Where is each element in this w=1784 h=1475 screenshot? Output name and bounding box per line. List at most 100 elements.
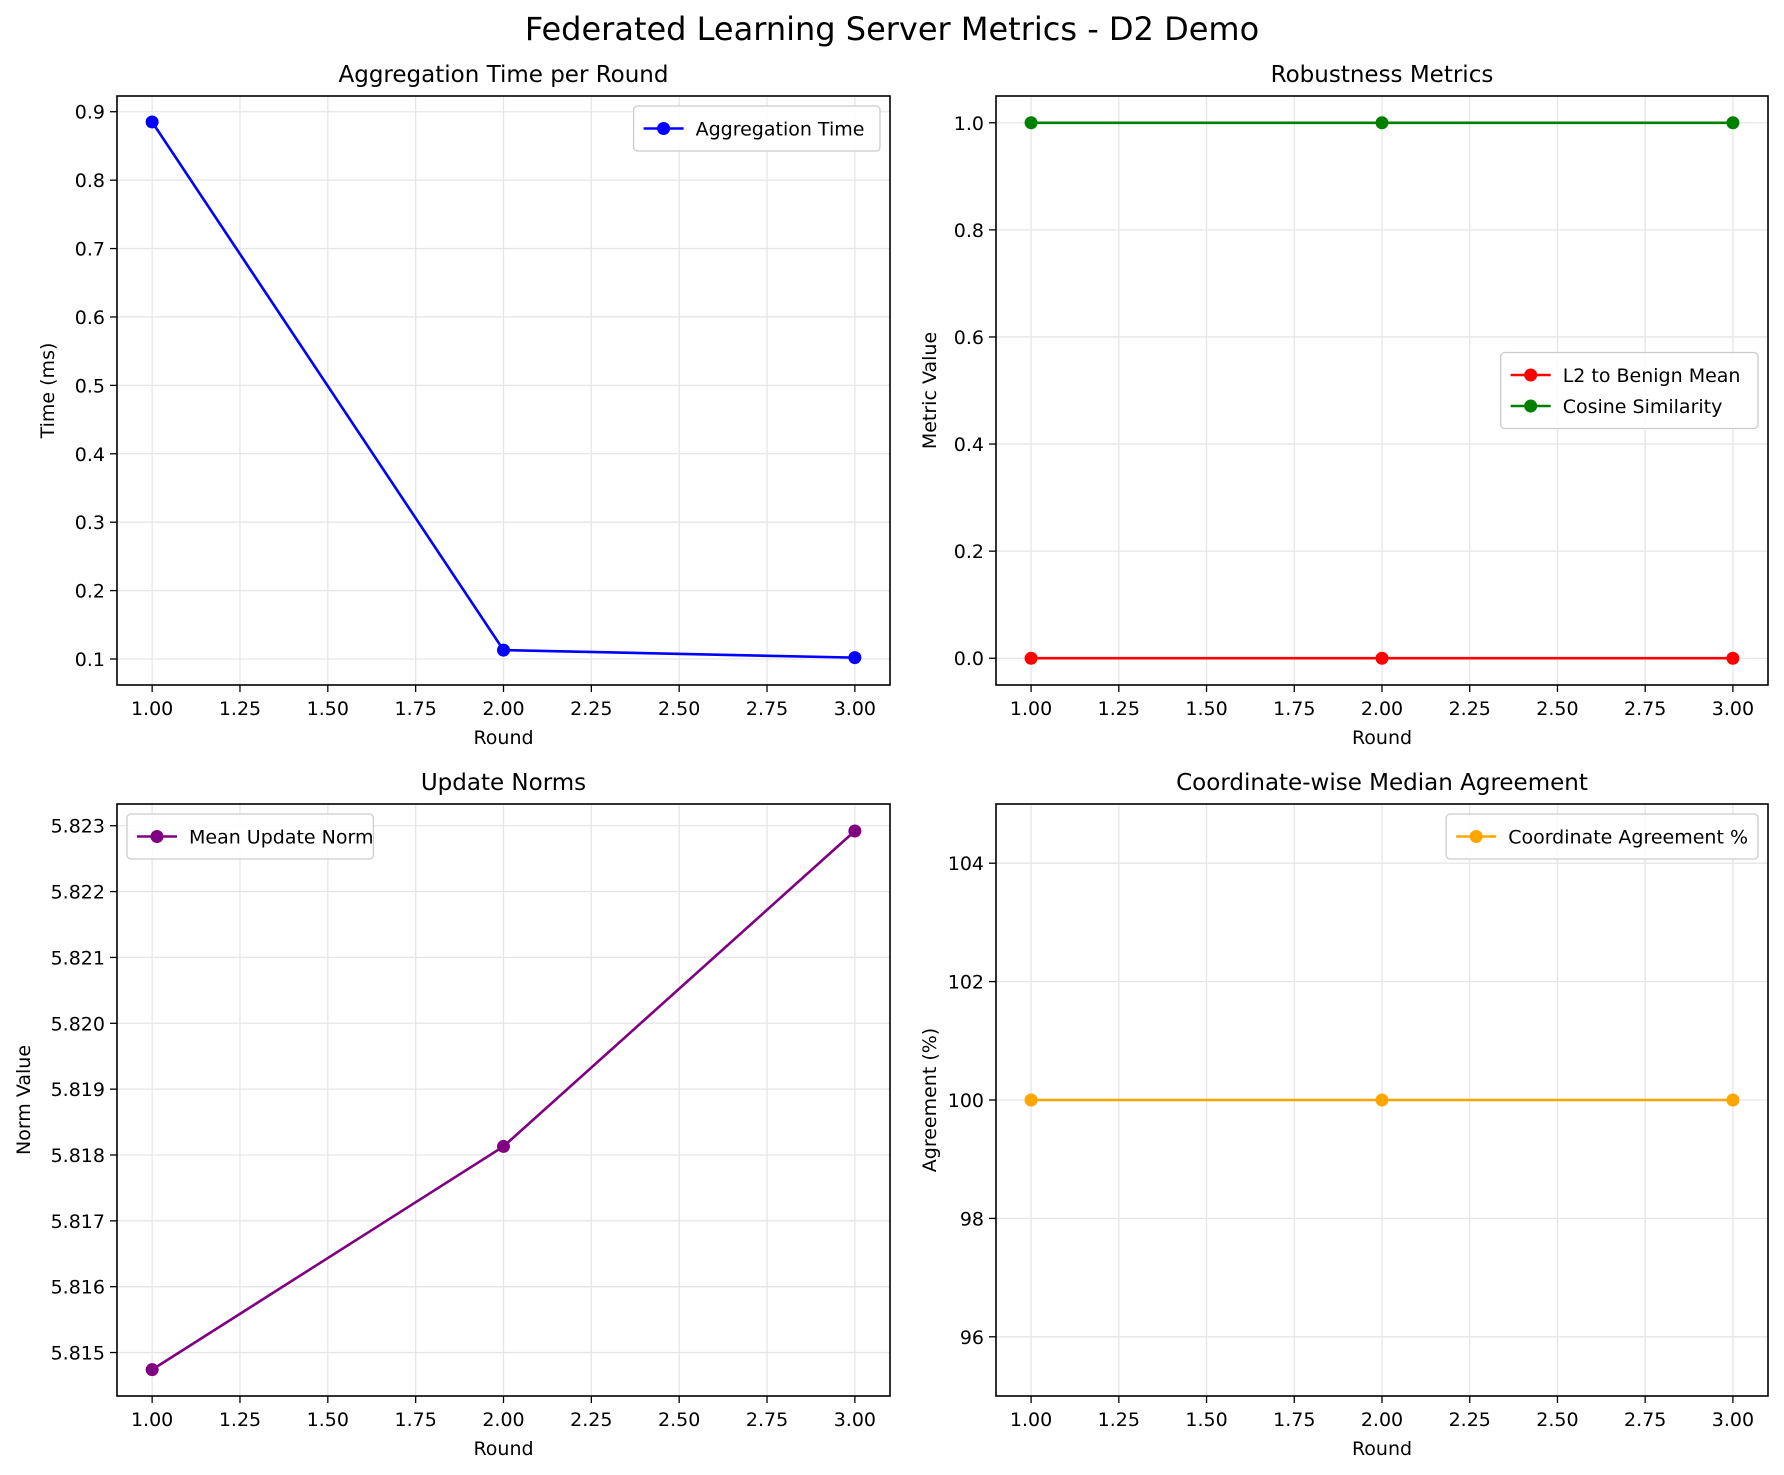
chart-title: Aggregation Time per Round (339, 62, 669, 88)
y-tick-label: 100 (948, 1090, 984, 1112)
x-tick-label: 1.75 (395, 698, 437, 720)
x-tick-label: 1.50 (1185, 698, 1227, 720)
x-tick-label: 2.50 (1536, 1409, 1578, 1431)
axes-frame (116, 95, 891, 686)
x-tick-label: 2.50 (1536, 698, 1578, 720)
data-point (1375, 651, 1389, 665)
data-point (1726, 651, 1740, 665)
y-tick-label: 0.6 (75, 307, 105, 329)
x-tick-label: 1.75 (395, 1409, 437, 1431)
x-tick-label: 2.50 (658, 1409, 700, 1431)
y-tick-label: 0.4 (954, 434, 984, 456)
axes-frame (995, 803, 1769, 1397)
y-tick-label: 5.822 (51, 882, 105, 904)
chart-panel-2: 1.00 1.25 1.50 1.75 2.00 2.25 2.50 2.75 3.00 0.0 0… (919, 62, 1769, 749)
charts-container: 1.00 1.25 1.50 1.75 2.00 2.25 2.50 2.75 3.00 0.1 0… (13, 62, 1769, 1460)
data-point (848, 824, 862, 838)
legend-box (126, 813, 375, 860)
x-tick-label: 2.25 (1449, 698, 1491, 720)
x-tick-label: 1.25 (219, 698, 261, 720)
y-axis-label: Agreement (%) (919, 1028, 941, 1172)
data-point (1375, 1093, 1389, 1107)
x-tick-label: 2.00 (1361, 698, 1403, 720)
legend: L2 to Benign Mean Cosine Similarity (1500, 351, 1759, 430)
legend-label: Mean Update Norm (189, 827, 373, 849)
x-tick-label: 2.25 (570, 1409, 612, 1431)
y-tick-label: 0.8 (954, 220, 984, 242)
x-tick-label: 3.00 (834, 1409, 876, 1431)
y-tick-label: 5.815 (51, 1343, 105, 1365)
y-tick-label: 0.9 (75, 102, 105, 124)
x-axis-label: Round (473, 727, 533, 749)
y-tick-label: 1.0 (954, 113, 984, 135)
legend-swatch-marker (150, 830, 164, 843)
legend: Coordinate Agreement % (1445, 813, 1759, 860)
y-tick-label: 5.816 (51, 1277, 105, 1299)
data-point (145, 1363, 159, 1377)
chart-panel-4: 1.00 1.25 1.50 1.75 2.00 2.25 2.50 2.75 3.00 96 98… (919, 770, 1769, 1460)
x-tick-label: 2.00 (482, 1409, 524, 1431)
y-tick-label: 0.6 (954, 327, 984, 349)
legend-swatch-marker (1524, 399, 1538, 413)
chart-panel-1: 1.00 1.25 1.50 1.75 2.00 2.25 2.50 2.75 3.00 0.1 0… (37, 62, 891, 749)
y-tick-label: 0.5 (75, 375, 105, 397)
y-tick-label: 0.3 (75, 512, 105, 534)
x-tick-label: 1.50 (307, 698, 349, 720)
y-tick-label: 5.823 (51, 816, 105, 838)
data-point (1024, 116, 1038, 130)
y-axis-label: Time (ms) (37, 343, 59, 440)
legend-label: Coordinate Agreement % (1508, 827, 1748, 849)
axes-frame (116, 803, 891, 1397)
legend: Aggregation Time (632, 105, 881, 152)
y-tick-label: 0.8 (75, 170, 105, 192)
chart-title: Update Norms (421, 770, 586, 796)
y-tick-label: 96 (960, 1327, 984, 1349)
y-tick-label: 0.1 (75, 649, 105, 671)
x-tick-label: 1.00 (131, 698, 173, 720)
y-tick-label: 0.7 (75, 239, 105, 261)
chart-title: Robustness Metrics (1271, 62, 1494, 88)
x-tick-label: 1.75 (1273, 1409, 1315, 1431)
legend-box (1445, 813, 1759, 860)
data-point (1024, 651, 1038, 665)
x-tick-label: 2.00 (482, 698, 524, 720)
x-tick-label: 1.00 (1010, 1409, 1052, 1431)
data-point (145, 115, 159, 129)
x-tick-label: 1.00 (131, 1409, 173, 1431)
y-tick-label: 5.820 (51, 1013, 105, 1035)
legend-box (632, 105, 881, 152)
legend-label: Aggregation Time (696, 119, 865, 141)
y-axis-label: Metric Value (919, 332, 941, 449)
x-tick-label: 2.75 (746, 698, 788, 720)
data-point (1726, 1093, 1740, 1107)
data-point (1024, 1093, 1038, 1107)
data-point (1375, 116, 1389, 130)
data-point (1726, 116, 1740, 130)
x-tick-label: 1.50 (307, 1409, 349, 1431)
y-tick-label: 0.2 (75, 581, 105, 603)
x-tick-label: 3.00 (1712, 1409, 1754, 1431)
x-tick-label: 3.00 (1712, 698, 1754, 720)
x-tick-label: 2.25 (1449, 1409, 1491, 1431)
y-tick-label: 5.818 (51, 1145, 105, 1167)
data-point (497, 1139, 510, 1153)
y-axis-label: Norm Value (13, 1045, 35, 1155)
y-tick-label: 0.2 (954, 541, 984, 563)
x-tick-label: 1.50 (1185, 1409, 1227, 1431)
x-tick-label: 1.25 (1098, 698, 1140, 720)
axes-frame (995, 95, 1769, 686)
x-tick-label: 2.75 (1624, 1409, 1666, 1431)
legend-box (1500, 351, 1759, 430)
x-tick-label: 2.75 (746, 1409, 788, 1431)
x-tick-label: 1.00 (1010, 698, 1052, 720)
y-tick-label: 5.821 (51, 947, 105, 969)
legend: Mean Update Norm (126, 813, 375, 860)
y-tick-label: 0.4 (75, 444, 105, 466)
x-tick-label: 3.00 (834, 698, 876, 720)
data-point (848, 651, 862, 665)
legend-swatch-marker (1469, 830, 1483, 843)
x-tick-label: 1.75 (1273, 698, 1315, 720)
y-tick-label: 0.0 (954, 648, 984, 670)
y-tick-label: 5.817 (51, 1211, 105, 1233)
